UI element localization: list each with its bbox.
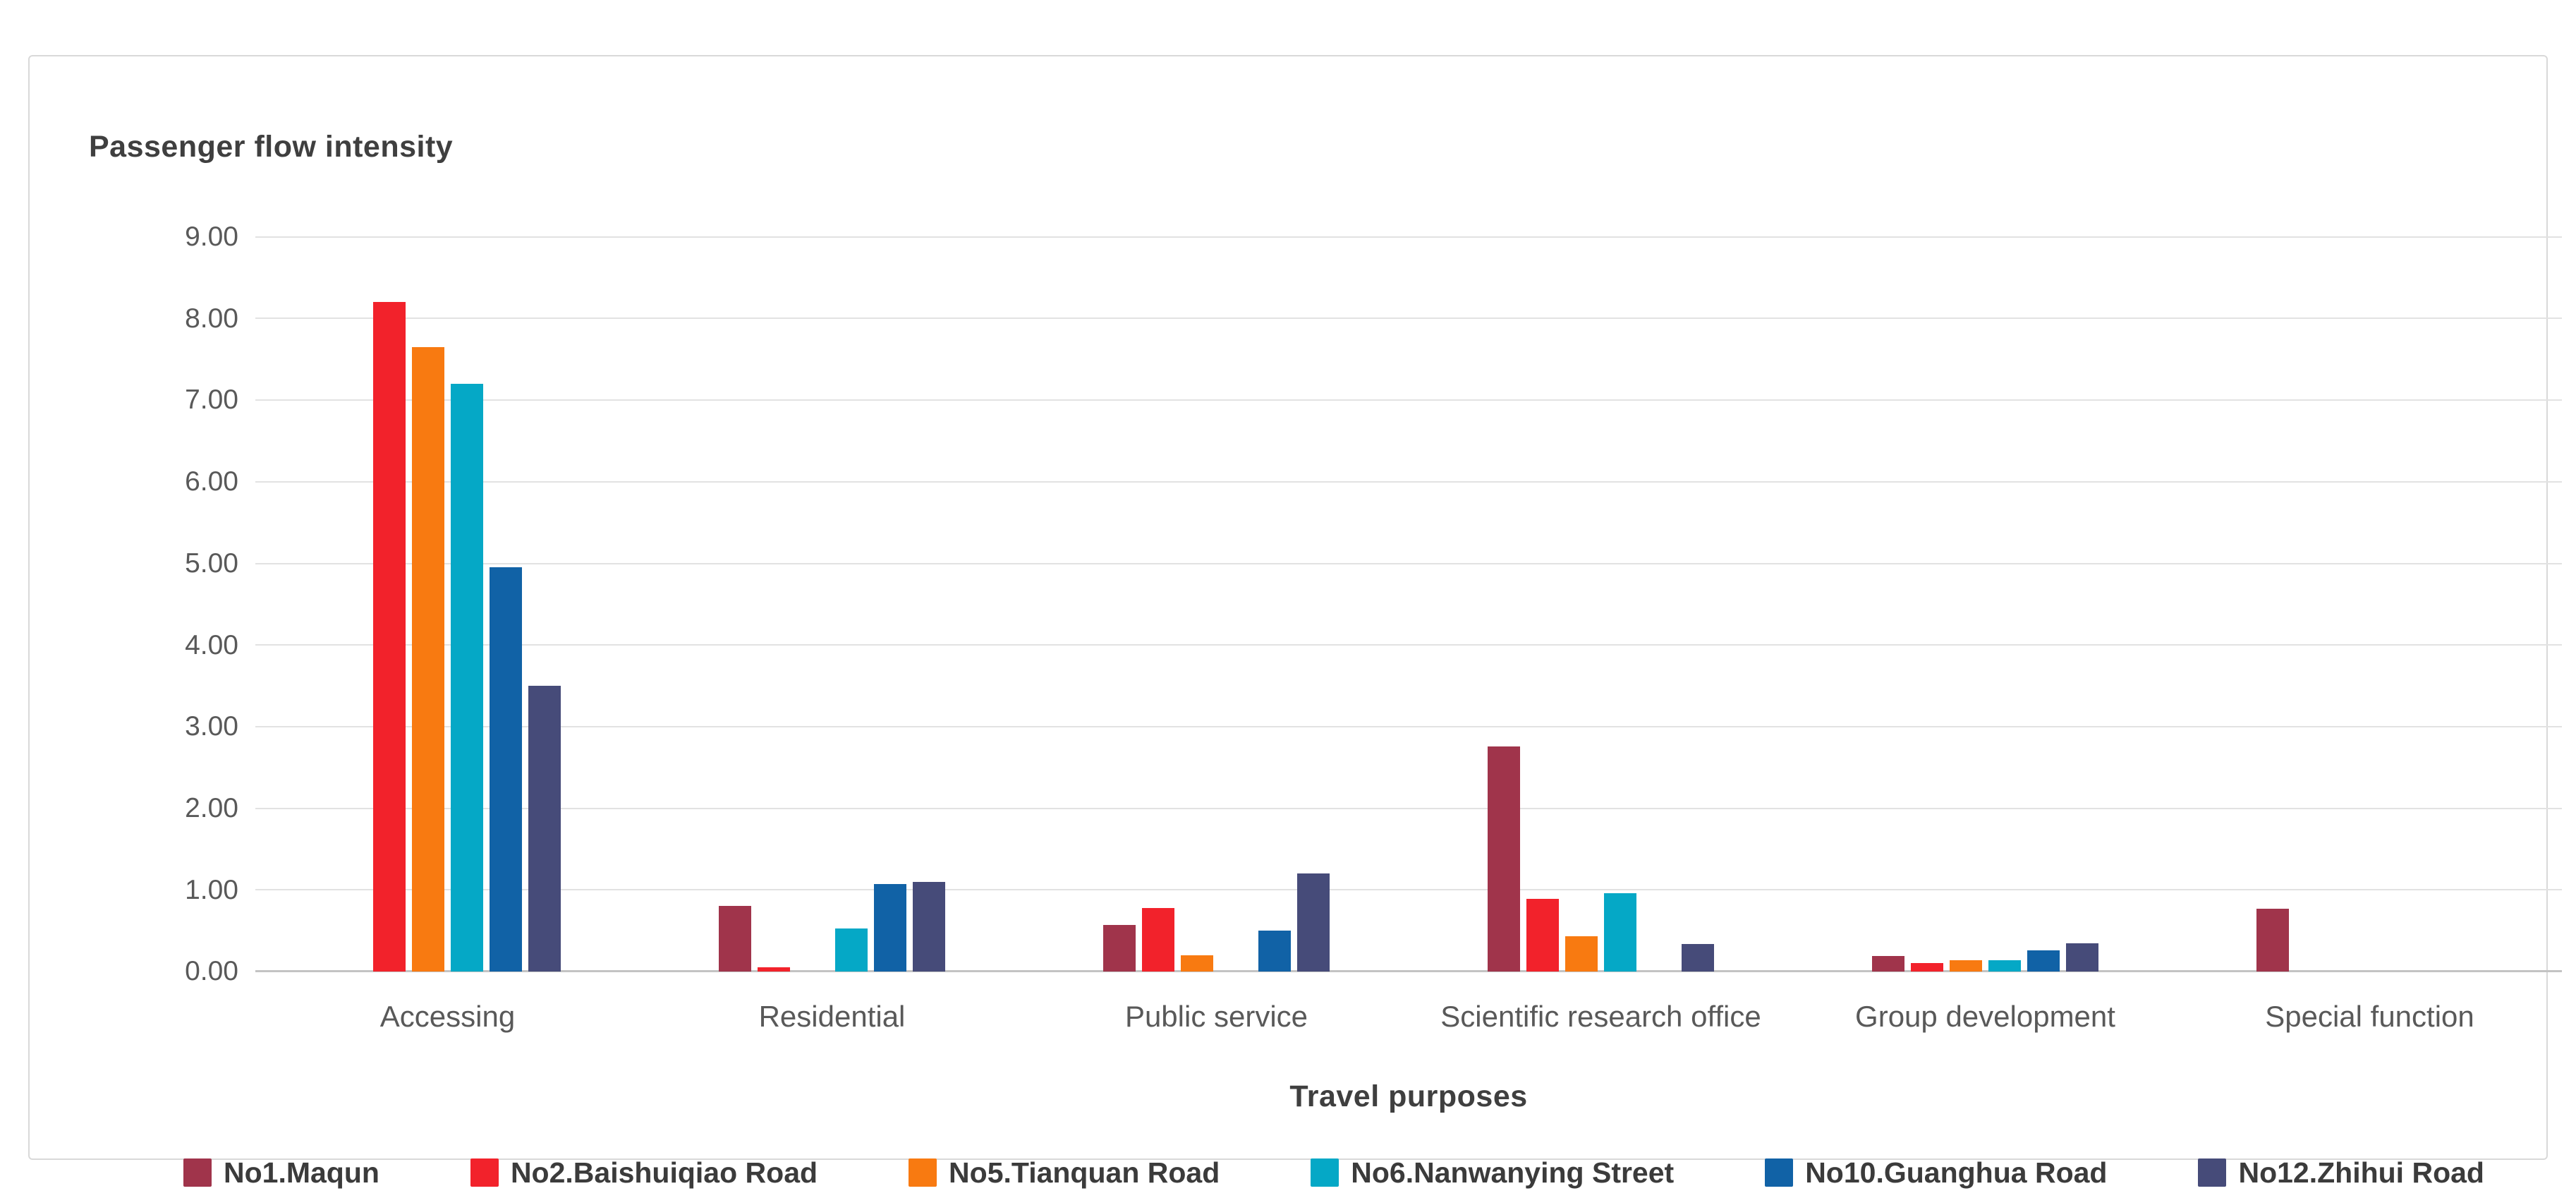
gridline xyxy=(255,317,2562,320)
legend-label: No5.Tianquan Road xyxy=(949,1156,1220,1189)
gridline xyxy=(255,807,2562,809)
x-axis-line xyxy=(255,970,2562,972)
gridline xyxy=(255,480,2562,483)
bar xyxy=(835,928,868,972)
plot-area xyxy=(255,236,2562,972)
y-tick-label: 4.00 xyxy=(185,629,238,660)
bar xyxy=(2066,943,2098,972)
bar xyxy=(1103,925,1136,972)
category-label: Special function xyxy=(2265,1000,2474,1033)
bar xyxy=(913,882,945,972)
bar xyxy=(1682,944,1714,972)
gridline xyxy=(255,889,2562,891)
legend-item: No2.Baishuiqiao Road xyxy=(470,1156,818,1190)
bar xyxy=(874,884,906,972)
legend-item: No10.Guanghua Road xyxy=(1765,1156,2107,1190)
gridline xyxy=(255,725,2562,727)
y-tick-label: 7.00 xyxy=(185,385,238,416)
bar xyxy=(1988,960,2021,972)
legend-label: No6.Nanwanying Street xyxy=(1351,1156,1675,1189)
y-tick-label: 6.00 xyxy=(185,466,238,497)
x-axis-title: Travel purposes xyxy=(1289,1079,1528,1113)
bar xyxy=(1565,936,1598,972)
legend-label: No2.Baishuiqiao Road xyxy=(510,1156,818,1189)
bar xyxy=(1181,955,1213,972)
bar xyxy=(1297,873,1330,972)
bar xyxy=(412,347,444,972)
legend-swatch xyxy=(470,1158,499,1187)
y-tick-label: 5.00 xyxy=(185,547,238,579)
bar xyxy=(1488,746,1520,972)
category-label: Public service xyxy=(1124,1000,1308,1033)
bar xyxy=(1258,931,1291,972)
legend-label: No10.Guanghua Road xyxy=(1805,1156,2108,1189)
category-label: Scientific research office xyxy=(1440,1000,1761,1033)
legend-label: No1.Maqun xyxy=(224,1156,379,1189)
legend: No1.Maqun No2.Baishuiqiao Road No5.Tianqua… xyxy=(183,1151,2484,1194)
gridline xyxy=(255,562,2562,564)
y-tick-label: 1.00 xyxy=(185,874,238,905)
legend-label: No12.Zhihui Road xyxy=(2238,1156,2484,1189)
bar xyxy=(719,906,751,972)
legend-item: No5.Tianquan Road xyxy=(909,1156,1220,1190)
bar xyxy=(1872,956,1904,972)
legend-swatch xyxy=(1311,1158,1339,1187)
bar xyxy=(1911,963,1943,972)
bar xyxy=(373,302,406,972)
bar xyxy=(2027,950,2060,972)
bar xyxy=(1526,899,1559,972)
legend-item: No6.Nanwanying Street xyxy=(1311,1156,1674,1190)
bar xyxy=(1950,960,1982,972)
category-label: Accessing xyxy=(379,1000,516,1033)
bar xyxy=(1142,908,1174,972)
bar xyxy=(451,384,483,972)
legend-swatch xyxy=(909,1158,937,1187)
bar xyxy=(528,686,561,972)
bar xyxy=(490,567,522,972)
y-tick-label: 9.00 xyxy=(185,222,238,252)
legend-swatch xyxy=(183,1158,212,1187)
bar xyxy=(1604,893,1636,972)
bar xyxy=(758,967,790,972)
legend-swatch xyxy=(2198,1158,2227,1187)
bar xyxy=(2256,909,2289,972)
y-tick-label: 2.00 xyxy=(185,792,238,823)
y-axis-title: Passenger flow intensity xyxy=(89,130,454,164)
legend-item: No1.Maqun xyxy=(183,1156,379,1190)
y-tick-label: 8.00 xyxy=(185,303,238,334)
legend-item: No12.Zhihui Road xyxy=(2198,1156,2484,1190)
gridline xyxy=(255,644,2562,646)
category-label: Residential xyxy=(758,1000,906,1033)
y-tick-label: 0.00 xyxy=(185,956,238,987)
category-label: Group development xyxy=(1855,1000,2115,1033)
gridline xyxy=(255,236,2562,238)
chart-panel: Passenger flow intensity 0.00 1.00 2.00 3.0… xyxy=(28,55,2562,1189)
y-tick-label: 3.00 xyxy=(185,711,238,742)
legend-swatch xyxy=(1765,1158,1794,1187)
gridline xyxy=(255,399,2562,401)
